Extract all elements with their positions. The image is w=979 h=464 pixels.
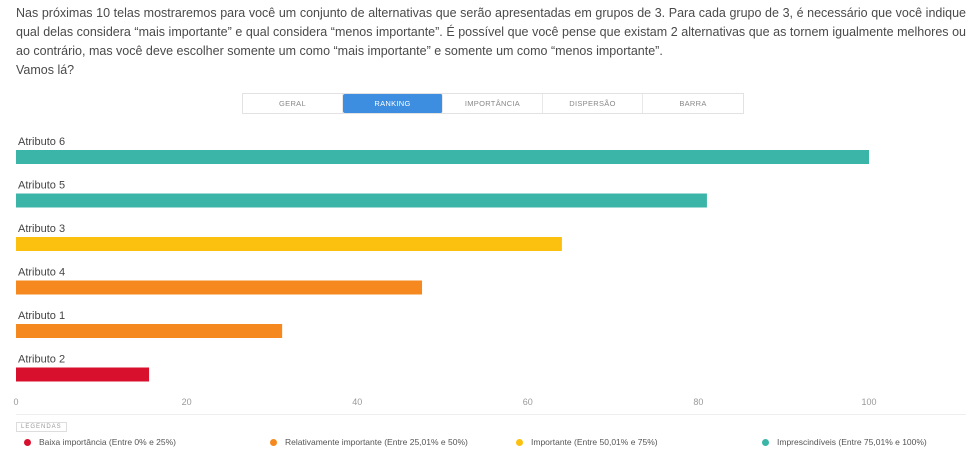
tab-ranking[interactable]: RANKING — [343, 94, 443, 113]
legend-title: LEGENDAS — [16, 422, 67, 432]
legend-dot-relative — [270, 438, 277, 446]
category-label: Atributo 2 — [18, 354, 65, 366]
x-tick-label: 100 — [861, 397, 876, 407]
legend-dot-important — [516, 438, 523, 446]
x-tick-label: 20 — [182, 397, 192, 407]
bar[interactable] — [16, 367, 150, 382]
ranking-bar-chart: Atributo 6 Atributo 5 Atributo 3 Atributo 4… — [13, 136, 876, 407]
legend-item-important[interactable]: Importante (Entre 50,01% e 75%) — [516, 437, 658, 447]
bar[interactable] — [16, 280, 423, 295]
bar[interactable] — [16, 150, 869, 164]
category-label: Atributo 1 — [18, 310, 65, 322]
legend-dot-low — [24, 438, 31, 446]
category-label: Atributo 6 — [18, 136, 65, 148]
category-label: Atributo 3 — [18, 223, 65, 235]
category-label: Atributo 4 — [18, 267, 65, 279]
tab-dispersao[interactable]: DISPERSÃO — [543, 94, 643, 113]
tab-geral[interactable]: GERAL — [243, 94, 343, 113]
tab-barra[interactable]: BARRA — [679, 99, 707, 108]
intro-paragraph: Nas próximas 10 telas mostraremos para v… — [16, 6, 966, 58]
legend: LEGENDAS Baixa importância (Entre 0% e 2… — [16, 414, 966, 457]
bar[interactable] — [16, 237, 562, 251]
legend-item-relative[interactable]: Relativamente importante (Entre 25,01% e… — [270, 437, 468, 447]
chart-view-tabs: GERAL RANKING IMPORTÂNCIA DISPERSÃO BARR… — [242, 93, 744, 114]
legend-item-low[interactable]: Baixa importância (Entre 0% e 25%) — [24, 437, 176, 447]
legend-label-relative: Relativamente importante (Entre 25,01% e… — [285, 437, 468, 447]
tab-importancia[interactable]: IMPORTÂNCIA — [443, 94, 543, 113]
x-tick-label: 0 — [13, 397, 18, 407]
legend-dot-essential — [762, 438, 769, 446]
x-tick-label: 80 — [693, 397, 703, 407]
x-tick-label: 40 — [352, 397, 362, 407]
intro-call-to-action: Vamos lá? — [16, 63, 75, 77]
x-tick-label: 60 — [523, 397, 533, 407]
bar[interactable] — [16, 193, 707, 208]
legend-items: Baixa importância (Entre 0% e 25%) Relat… — [16, 437, 966, 457]
legend-label-essential: Imprescindíveis (Entre 75,01% e 100%) — [777, 437, 927, 447]
category-label: Atributo 5 — [18, 180, 65, 192]
legend-item-essential[interactable]: Imprescindíveis (Entre 75,01% e 100%) — [762, 437, 927, 447]
legend-label-important: Importante (Entre 50,01% e 75%) — [531, 437, 658, 447]
bar[interactable] — [16, 324, 283, 338]
intro-text: Nas próximas 10 telas mostraremos para v… — [16, 4, 966, 80]
legend-label-low: Baixa importância (Entre 0% e 25%) — [39, 437, 177, 447]
